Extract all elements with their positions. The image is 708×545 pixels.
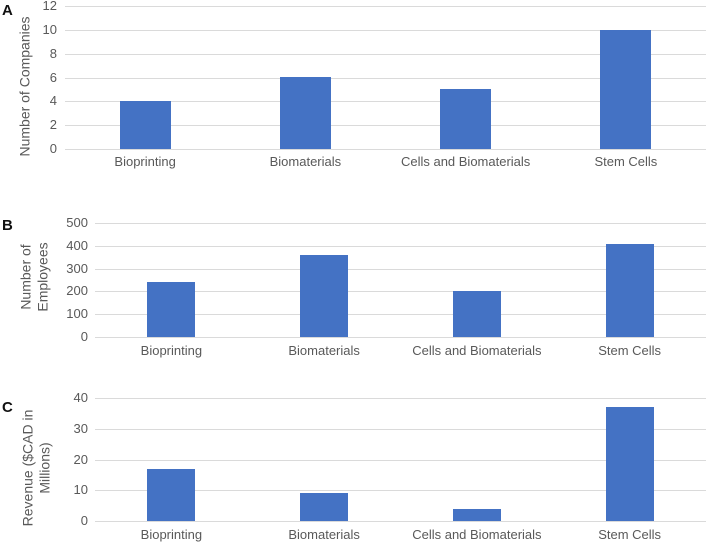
panel-b: B Number of Employees 0 100 200 300 400 500 Bi… xyxy=(0,185,708,365)
y-tick-label-400: 400 xyxy=(66,238,88,253)
gridline-y-0 xyxy=(65,149,706,150)
bar-biomaterials xyxy=(280,77,331,149)
x-category-label-stem-cells: Stem Cells xyxy=(598,343,662,358)
y-tick-label-20: 20 xyxy=(73,452,88,467)
y-tick-label-4: 4 xyxy=(49,93,57,108)
bar-cells-and-biomaterials xyxy=(453,291,501,337)
gridline-y-500 xyxy=(95,223,706,224)
panel-c-letter: C xyxy=(2,399,13,416)
panel-a-plot-area xyxy=(65,6,706,150)
panel-a-letter: A xyxy=(2,2,13,19)
gridline-y-200 xyxy=(95,291,706,292)
bar-bioprinting xyxy=(147,469,195,521)
y-tick-label-200: 200 xyxy=(66,283,88,298)
panel-c-x-labels: Bioprinting Biomaterials Cells and Biomate… xyxy=(95,526,706,544)
gridline-y-4 xyxy=(65,101,706,102)
x-category-label-cells-and-biomaterials: Cells and Biomaterials xyxy=(412,527,542,542)
y-tick-label-300: 300 xyxy=(66,261,88,276)
gridline-y-0 xyxy=(95,337,706,338)
bar-stem-cells xyxy=(600,30,651,149)
gridline-y-10 xyxy=(65,30,706,31)
x-category-label-cells-and-biomaterials: Cells and Biomaterials xyxy=(412,343,542,358)
gridline-y-20 xyxy=(95,460,706,461)
gridline-y-12 xyxy=(65,6,706,7)
bar-biomaterials xyxy=(300,255,348,337)
gridline-y-400 xyxy=(95,246,706,247)
y-tick-label-10: 10 xyxy=(73,482,88,497)
y-tick-label-0: 0 xyxy=(80,329,88,344)
gridline-y-40 xyxy=(95,398,706,399)
bar-bioprinting xyxy=(147,282,195,337)
y-tick-label-12: 12 xyxy=(42,0,57,13)
gridline-y-8 xyxy=(65,54,706,55)
gridline-y-6 xyxy=(65,78,706,79)
x-category-label-stem-cells: Stem Cells xyxy=(598,527,662,542)
x-category-label-bioprinting: Bioprinting xyxy=(114,154,176,169)
gridline-y-10 xyxy=(95,490,706,491)
bar-cells-and-biomaterials xyxy=(440,89,491,149)
y-tick-label-6: 6 xyxy=(49,70,57,85)
gridline-y-300 xyxy=(95,269,706,270)
y-tick-label-30: 30 xyxy=(73,421,88,436)
gridline-y-100 xyxy=(95,314,706,315)
panel-c-plot-area xyxy=(95,398,706,522)
y-tick-label-0: 0 xyxy=(80,513,88,528)
bar-bioprinting xyxy=(120,101,171,149)
bar-stem-cells xyxy=(606,244,654,337)
gridline-y-2 xyxy=(65,125,706,126)
panel-c: C Revenue ($CAD in Millions) 0 10 20 30 40 Bi… xyxy=(0,365,708,545)
x-category-label-bioprinting: Bioprinting xyxy=(140,343,203,358)
panel-b-plot-area xyxy=(95,223,706,338)
y-tick-label-100: 100 xyxy=(66,306,88,321)
bar-biomaterials xyxy=(300,493,348,521)
panel-a: A Number of Companies 0 2 4 6 8 10 12 Bioprint… xyxy=(0,0,708,180)
y-tick-label-0: 0 xyxy=(49,141,57,156)
x-category-label-bioprinting: Bioprinting xyxy=(140,527,203,542)
x-category-label-biomaterials: Biomaterials xyxy=(288,343,360,358)
bar-cells-and-biomaterials xyxy=(453,509,501,521)
bar-stem-cells xyxy=(606,407,654,521)
y-tick-label-2: 2 xyxy=(49,117,57,132)
y-tick-label-40: 40 xyxy=(73,390,88,405)
y-tick-label-10: 10 xyxy=(42,22,57,37)
x-category-label-cells-and-biomaterials: Cells and Biomaterials xyxy=(400,154,531,169)
gridline-y-0 xyxy=(95,521,706,522)
y-tick-label-500: 500 xyxy=(66,215,88,230)
x-category-label-biomaterials: Biomaterials xyxy=(269,154,342,169)
y-tick-label-8: 8 xyxy=(49,46,57,61)
panel-b-letter: B xyxy=(2,217,13,234)
panel-b-x-labels: Bioprinting Biomaterials Cells and Biomate… xyxy=(95,342,706,360)
gridline-y-30 xyxy=(95,429,706,430)
x-category-label-biomaterials: Biomaterials xyxy=(288,527,360,542)
panel-a-x-labels: Bioprinting Biomaterials Cells and Biomate… xyxy=(65,153,706,171)
x-category-label-stem-cells: Stem Cells xyxy=(594,154,658,169)
